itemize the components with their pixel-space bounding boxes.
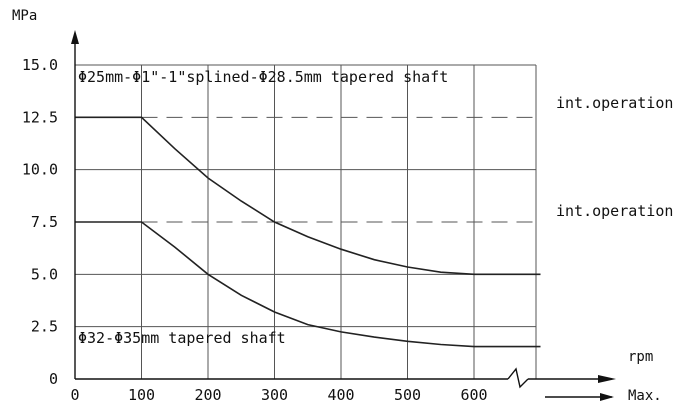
int-operation-note-lower: int.operation [556,202,673,220]
reference-lines [141,116,536,223]
y-tick-label-12.5: 12.5 [22,108,58,126]
x-tick-label-0: 0 [70,386,79,404]
y-tick-label-0: 0 [49,370,58,388]
x-axis-break [507,367,529,389]
series-label-lower: Φ32-Φ35mm tapered shaft [78,329,286,347]
x-tick-label-200: 200 [194,386,221,404]
y-tick-label-7.5: 7.5 [31,213,58,231]
axes [71,30,616,401]
x-axis-unit-label: rpm [628,349,653,365]
x-tick-label-400: 400 [327,386,354,404]
series-line-0 [75,116,541,276]
y-tick-label-10.0: 10.0 [22,161,58,179]
series-line-1 [75,221,541,348]
x-tick-label-600: 600 [460,386,487,404]
x-tick-label-300: 300 [261,386,288,404]
series-label-upper: Φ25mm-Φ1"-1"splined-Φ28.5mm tapered shaf… [78,68,448,86]
y-axis-unit-label: MPa [12,8,37,24]
x-axis-max-label: Max. [628,388,662,404]
int-operation-note-upper: int.operation [556,94,673,112]
max-arrow-head [600,393,614,401]
y-tick-label-15.0: 15.0 [22,56,58,74]
series [75,116,541,348]
x-axis-arrow [598,375,616,383]
y-axis-arrow [71,30,79,44]
y-tick-label-5.0: 5.0 [31,265,58,283]
x-tick-label-100: 100 [128,386,155,404]
labels: MPa rpm Max. Φ25mm-Φ1"-1"splined-Φ28.5mm… [12,8,673,404]
x-tick-label-500: 500 [394,386,421,404]
y-tick-label-2.5: 2.5 [31,318,58,336]
